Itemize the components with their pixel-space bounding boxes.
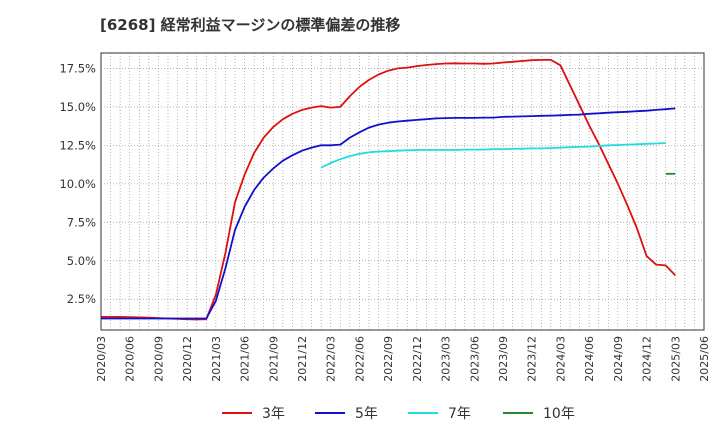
- x-tick-label: 2020/06: [124, 336, 137, 382]
- y-tick-label: 12.5%: [59, 138, 96, 152]
- x-tick-label: 2021/12: [296, 336, 309, 382]
- legend-label-3: 7年: [448, 406, 471, 422]
- series-line-2: [101, 107, 676, 320]
- y-tick-label: 15.0%: [59, 100, 96, 114]
- x-tick-label: 2025/06: [698, 336, 711, 382]
- y-tick-label: 17.5%: [59, 61, 96, 75]
- x-tick-label: 2023/06: [468, 336, 481, 382]
- x-tick-label: 2024/06: [583, 336, 596, 382]
- x-tick-label: 2022/03: [325, 336, 338, 382]
- x-tick-label: 2020/03: [95, 336, 108, 382]
- legend-label-4: 10年: [543, 406, 575, 422]
- y-tick-label: 7.5%: [67, 215, 96, 229]
- x-tick-label: 2023/12: [526, 336, 539, 382]
- x-tick-label: 2020/09: [152, 336, 165, 382]
- x-tick-label: 2024/09: [612, 336, 625, 382]
- x-tick-label: 2022/12: [411, 336, 424, 382]
- x-tick-label: 2021/03: [210, 336, 223, 382]
- x-tick-label: 2023/03: [440, 336, 453, 382]
- series-line-3: [320, 142, 666, 169]
- series-lines: [101, 59, 676, 321]
- x-tick-label: 2022/06: [353, 336, 366, 382]
- plot-border: [100, 52, 705, 331]
- x-tick-label: 2021/06: [239, 336, 252, 382]
- chart-title: [6268] 経常利益マージンの標準偏差の推移: [100, 16, 400, 34]
- legend-label-2: 5年: [355, 406, 378, 422]
- y-axis-ticks: 2.5% 5.0% 7.5% 10.0% 12.5% 15.0% 17.5%: [59, 61, 96, 306]
- series-line-1: [101, 59, 676, 321]
- legend: 3年 5年 7年 10年: [222, 406, 575, 422]
- x-tick-label: 2022/09: [382, 336, 395, 382]
- x-tick-label: 2025/03: [669, 336, 682, 382]
- x-tick-label: 2021/09: [267, 336, 280, 382]
- y-tick-label: 10.0%: [59, 177, 96, 191]
- legend-label-1: 3年: [262, 406, 285, 422]
- grid: [101, 53, 704, 330]
- x-tick-label: 2024/03: [554, 336, 567, 382]
- x-tick-label: 2024/12: [641, 336, 654, 382]
- y-tick-label: 2.5%: [67, 292, 96, 306]
- x-tick-label: 2020/12: [181, 336, 194, 382]
- y-tick-label: 5.0%: [67, 254, 96, 268]
- x-tick-label: 2023/09: [497, 336, 510, 382]
- x-axis-ticks: 2020/03 2020/06 2020/09 2020/12 2021/03 2021/…: [95, 336, 711, 382]
